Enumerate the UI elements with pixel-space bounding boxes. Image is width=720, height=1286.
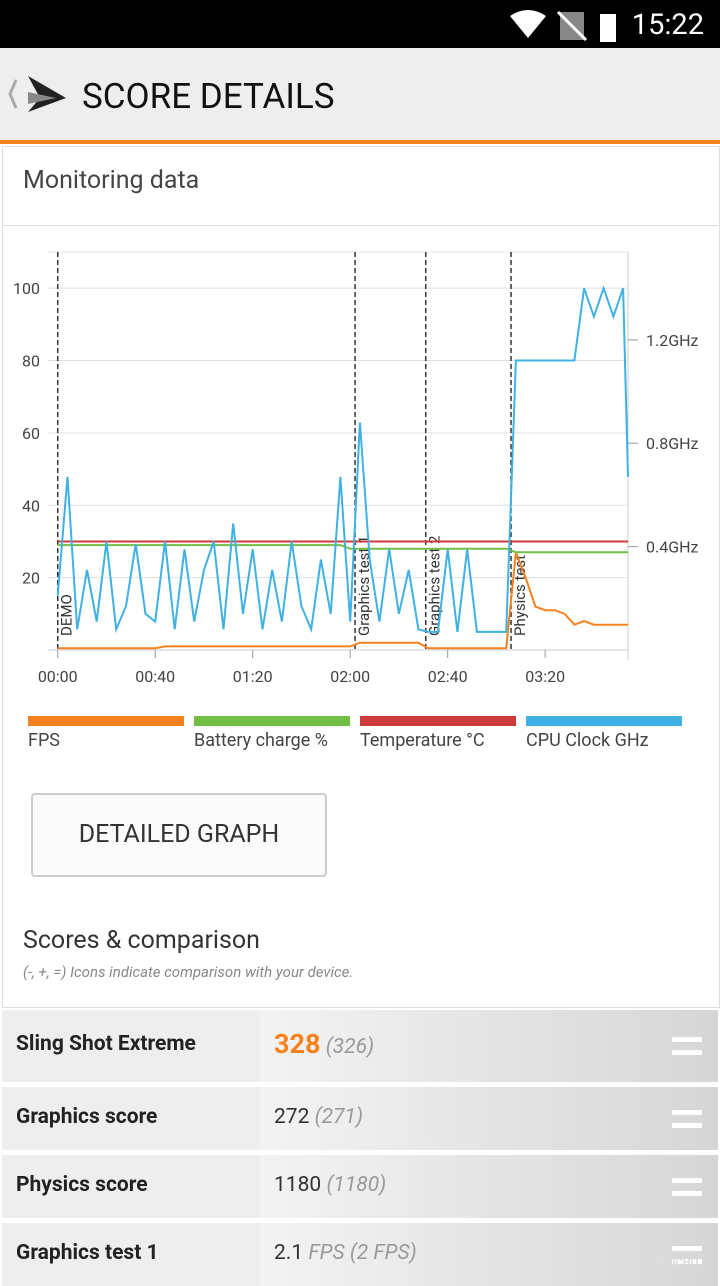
watermark: TOUCHIT bbox=[654, 1256, 701, 1269]
row-bg-right bbox=[260, 1155, 718, 1218]
unit: FPS bbox=[308, 1240, 345, 1265]
detailed-graph-button[interactable]: DETAILED GRAPH bbox=[31, 793, 327, 877]
legend-label: CPU Clock GHz bbox=[526, 730, 649, 751]
legend-swatch bbox=[194, 716, 350, 726]
score: 328 bbox=[274, 1028, 321, 1060]
row-bg-right bbox=[260, 1223, 718, 1286]
scores-subtitle: (-, +, =) Icons indicate comparison with… bbox=[23, 963, 354, 981]
equal-icon bbox=[672, 1109, 702, 1128]
score-row: Sling Shot Extreme 328 (326) bbox=[2, 1010, 718, 1082]
section-title: Monitoring data bbox=[23, 166, 200, 195]
back-logo[interactable] bbox=[6, 72, 72, 118]
comparison: (326) bbox=[325, 1035, 375, 1059]
comparison: (1180) bbox=[326, 1172, 387, 1197]
score: 2.1 bbox=[274, 1240, 304, 1265]
comparison: (271) bbox=[314, 1104, 364, 1129]
legend-item: Battery charge % bbox=[194, 716, 350, 751]
score: 272 bbox=[274, 1104, 310, 1129]
score: 1180 bbox=[274, 1172, 322, 1197]
test-name: Physics score bbox=[16, 1172, 148, 1197]
status-bar: 15:22 bbox=[0, 0, 720, 48]
clock: 15:22 bbox=[631, 8, 704, 42]
card bbox=[2, 146, 720, 1008]
legend-swatch bbox=[360, 716, 516, 726]
row-bg-left bbox=[2, 1010, 260, 1082]
score-row: Graphics score 272 (271) bbox=[2, 1087, 718, 1150]
status-icons bbox=[510, 10, 616, 42]
score-value: 328 (326) bbox=[274, 1028, 374, 1060]
score-row: Physics score 1180 (1180) bbox=[2, 1155, 718, 1218]
row-bg-right bbox=[260, 1087, 718, 1150]
test-name: Graphics score bbox=[16, 1104, 158, 1129]
legend-swatch bbox=[28, 716, 184, 726]
row-bg-left bbox=[2, 1087, 260, 1150]
test-name: Graphics test 1 bbox=[16, 1240, 159, 1265]
equal-icon bbox=[672, 1177, 702, 1196]
test-name: Sling Shot Extreme bbox=[16, 1032, 196, 1056]
screen-title: SCORE DETAILS bbox=[82, 76, 335, 117]
score-value: 272 (271) bbox=[274, 1105, 363, 1129]
legend-item: FPS bbox=[28, 716, 184, 751]
app-bar: SCORE DETAILS bbox=[0, 48, 720, 144]
row-bg-left bbox=[2, 1223, 260, 1286]
legend-label: FPS bbox=[28, 730, 60, 751]
legend-label: Temperature °C bbox=[360, 730, 485, 751]
score-value: 2.1 FPS (2 FPS) bbox=[274, 1241, 417, 1265]
comparison: (2 FPS) bbox=[349, 1240, 417, 1265]
row-bg-right bbox=[260, 1010, 718, 1082]
divider bbox=[2, 225, 718, 226]
legend-item: CPU Clock GHz bbox=[526, 716, 682, 751]
legend-label: Battery charge % bbox=[194, 730, 328, 751]
scores-title: Scores & comparison bbox=[23, 926, 260, 955]
equal-icon bbox=[672, 1245, 702, 1264]
score-value: 1180 (1180) bbox=[274, 1173, 386, 1197]
equal-icon bbox=[672, 1037, 702, 1055]
legend-swatch bbox=[526, 716, 682, 726]
legend-item: Temperature °C bbox=[360, 716, 516, 751]
row-bg-left bbox=[2, 1155, 260, 1218]
score-row: Graphics test 1 2.1 FPS (2 FPS) bbox=[2, 1223, 718, 1286]
